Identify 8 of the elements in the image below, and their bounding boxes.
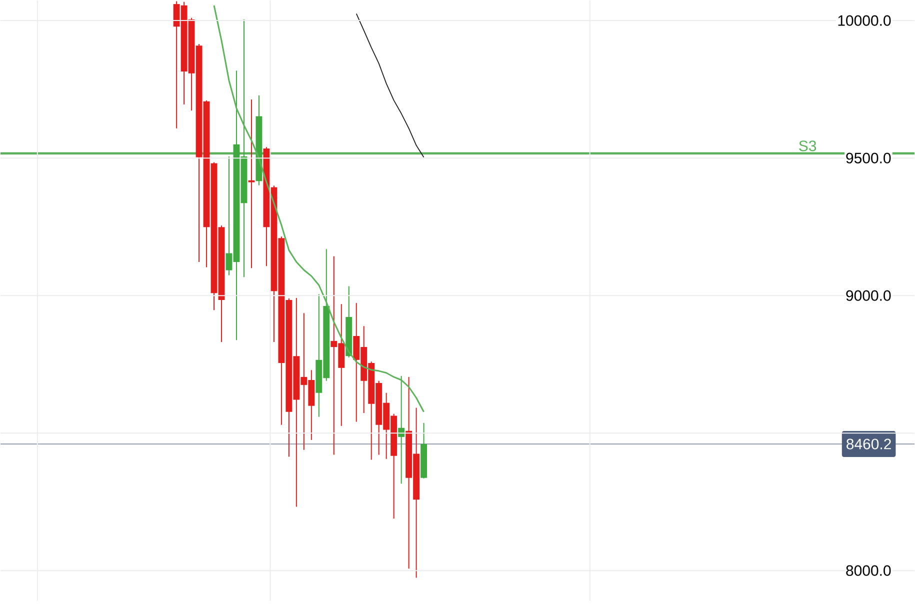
y-tick-label: 8000.0 bbox=[846, 565, 891, 576]
line-series bbox=[356, 13, 424, 158]
ref-line-label: S3 bbox=[799, 140, 816, 152]
y-tick-label: 10000.0 bbox=[838, 15, 891, 26]
y-tick-label: 9000.0 bbox=[846, 290, 891, 302]
y-tick-label: 9500.0 bbox=[846, 152, 891, 164]
ref-line-label: 8460.2 bbox=[846, 438, 891, 450]
candlestick bbox=[248, 99, 255, 269]
